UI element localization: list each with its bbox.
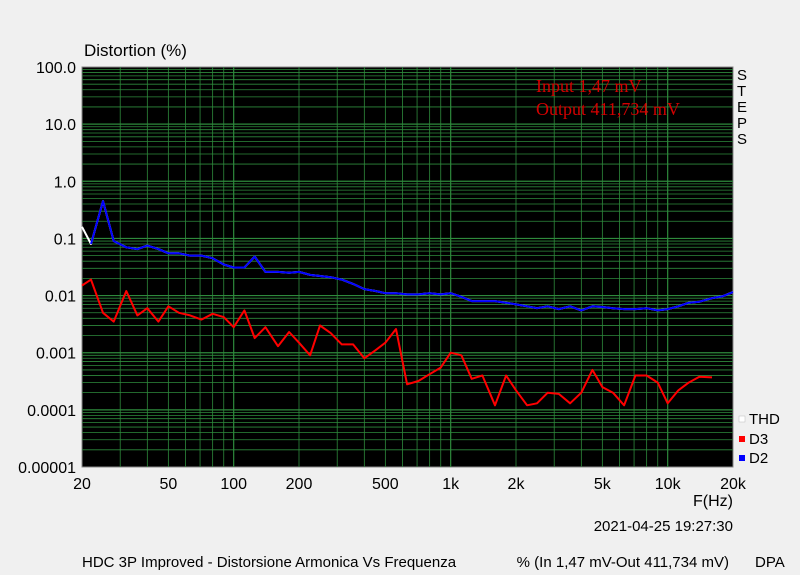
- chart-title: Distortion (%): [84, 41, 187, 60]
- y-tick-label: 100.0: [36, 60, 76, 77]
- x-tick-label: 20: [73, 476, 91, 493]
- x-tick-label: 500: [372, 476, 399, 493]
- series-line-d2: [90, 200, 734, 312]
- annotation-output: Output 411,734 mV: [536, 99, 680, 119]
- steps-letter: E: [737, 99, 747, 116]
- brand-label: DPA: [755, 554, 785, 571]
- chart-caption-units: % (In 1,47 mV-Out 411,734 mV): [517, 554, 729, 571]
- y-tick-label: 1.0: [54, 174, 76, 191]
- steps-letter: S: [737, 131, 747, 148]
- data-series: [81, 200, 734, 407]
- steps-letter: T: [737, 83, 746, 100]
- x-axis-labels: 20 50 100 200 500 1k 2k 5k 10k 20k: [73, 476, 747, 493]
- x-tick-label: 20k: [720, 476, 747, 493]
- y-tick-label: 0.1: [54, 231, 76, 248]
- x-tick-label: 10k: [655, 476, 682, 493]
- x-tick-label: 100: [220, 476, 247, 493]
- chart-caption: HDC 3P Improved - Distorsione Armonica V…: [82, 554, 457, 571]
- y-tick-label: 0.00001: [18, 460, 76, 477]
- steps-letter: P: [737, 115, 747, 132]
- steps-letter: S: [737, 67, 747, 84]
- series-line-d3: [81, 278, 713, 407]
- x-tick-label: 5k: [594, 476, 612, 493]
- legend-label-d2: D2: [749, 450, 768, 467]
- legend-swatch-d2: [739, 455, 745, 461]
- legend-swatch-thd: [738, 415, 746, 423]
- steps-label: S T E P S: [737, 67, 747, 148]
- legend-label-d3: D3: [749, 431, 768, 448]
- plot-area: [81, 66, 734, 468]
- y-tick-label: 10.0: [45, 117, 76, 134]
- grid-lines: [82, 67, 733, 467]
- y-tick-label: 0.001: [36, 346, 76, 363]
- legend-label-thd: THD: [749, 411, 780, 428]
- x-tick-label: 1k: [442, 476, 460, 493]
- timestamp: 2021-04-25 19:27:30: [594, 518, 733, 535]
- y-axis-labels: 100.0 10.0 1.0 0.1 0.01 0.001 0.0001 0.00001: [18, 60, 76, 477]
- annotation-input: Input 1,47 mV: [536, 76, 642, 96]
- x-tick-label: 50: [159, 476, 177, 493]
- x-axis-title: F(Hz): [693, 493, 733, 510]
- x-tick-label: 2k: [508, 476, 526, 493]
- y-tick-label: 0.0001: [27, 403, 76, 420]
- x-tick-label: 200: [286, 476, 313, 493]
- legend: THD D3 D2: [738, 411, 780, 467]
- legend-swatch-d3: [739, 436, 745, 442]
- y-tick-label: 0.01: [45, 289, 76, 306]
